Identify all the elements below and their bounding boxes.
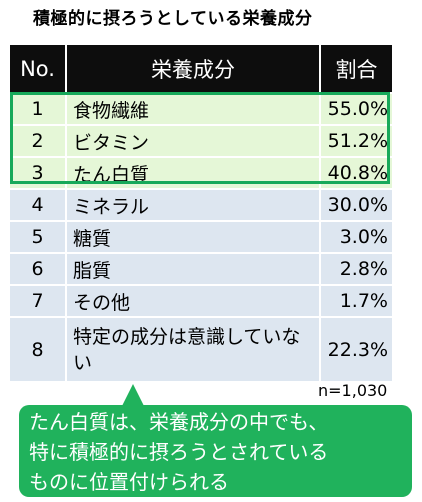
row-ratio: 3.0% bbox=[321, 222, 392, 252]
row-nutrient: 脂質 bbox=[67, 254, 321, 284]
row-number: 5 bbox=[10, 222, 67, 252]
table-row: 2 ビタミン 51.2% bbox=[10, 126, 392, 156]
callout-pointer bbox=[122, 384, 144, 406]
row-nutrient: その他 bbox=[67, 286, 321, 316]
row-ratio: 55.0% bbox=[321, 94, 392, 124]
callout-line: たん白質は、栄養成分の中でも、 bbox=[29, 410, 329, 434]
row-nutrient: 特定の成分は意識していない bbox=[67, 318, 321, 381]
callout-line: ものに位置付けられる bbox=[29, 470, 229, 494]
sample-size-note: n=1,030 bbox=[318, 381, 388, 400]
table-header-row: No. 栄養成分 割合 bbox=[10, 45, 392, 92]
table-row: 1 食物繊維 55.0% bbox=[10, 94, 392, 124]
page-title: 積極的に摂ろうとしている栄養成分 bbox=[33, 9, 313, 29]
table-row: 4 ミネラル 30.0% bbox=[10, 190, 392, 220]
row-number: 2 bbox=[10, 126, 67, 156]
header-ratio: 割合 bbox=[321, 45, 392, 92]
table-row: 5 糖質 3.0% bbox=[10, 222, 392, 252]
row-ratio: 40.8% bbox=[321, 158, 392, 188]
row-number: 7 bbox=[10, 286, 67, 316]
row-number: 1 bbox=[10, 94, 67, 124]
callout-box: たん白質は、栄養成分の中でも、 特に積極的に摂ろうとされている ものに位置付けら… bbox=[19, 405, 412, 497]
table-row: 8 特定の成分は意識していない 22.3% bbox=[10, 318, 392, 381]
row-nutrient: 糖質 bbox=[67, 222, 321, 252]
row-ratio: 1.7% bbox=[321, 286, 392, 316]
table-row: 6 脂質 2.8% bbox=[10, 254, 392, 284]
callout-line: 特に積極的に摂ろうとされている bbox=[29, 440, 329, 464]
row-number: 8 bbox=[10, 318, 67, 381]
row-ratio: 2.8% bbox=[321, 254, 392, 284]
row-nutrient: 食物繊維 bbox=[67, 94, 321, 124]
row-number: 3 bbox=[10, 158, 67, 188]
table-row: 3 たん白質 40.8% bbox=[10, 158, 392, 188]
row-number: 4 bbox=[10, 190, 67, 220]
header-no: No. bbox=[10, 45, 67, 92]
row-nutrient: たん白質 bbox=[67, 158, 321, 188]
nutrient-ranking-table: No. 栄養成分 割合 1 食物繊維 55.0% 2 ビタミン 51.2% 3 … bbox=[10, 43, 392, 383]
row-number: 6 bbox=[10, 254, 67, 284]
row-nutrient: ミネラル bbox=[67, 190, 321, 220]
row-nutrient: ビタミン bbox=[67, 126, 321, 156]
row-ratio: 30.0% bbox=[321, 190, 392, 220]
row-ratio: 51.2% bbox=[321, 126, 392, 156]
row-ratio: 22.3% bbox=[321, 318, 392, 381]
table-row: 7 その他 1.7% bbox=[10, 286, 392, 316]
header-nutrient: 栄養成分 bbox=[67, 45, 321, 92]
